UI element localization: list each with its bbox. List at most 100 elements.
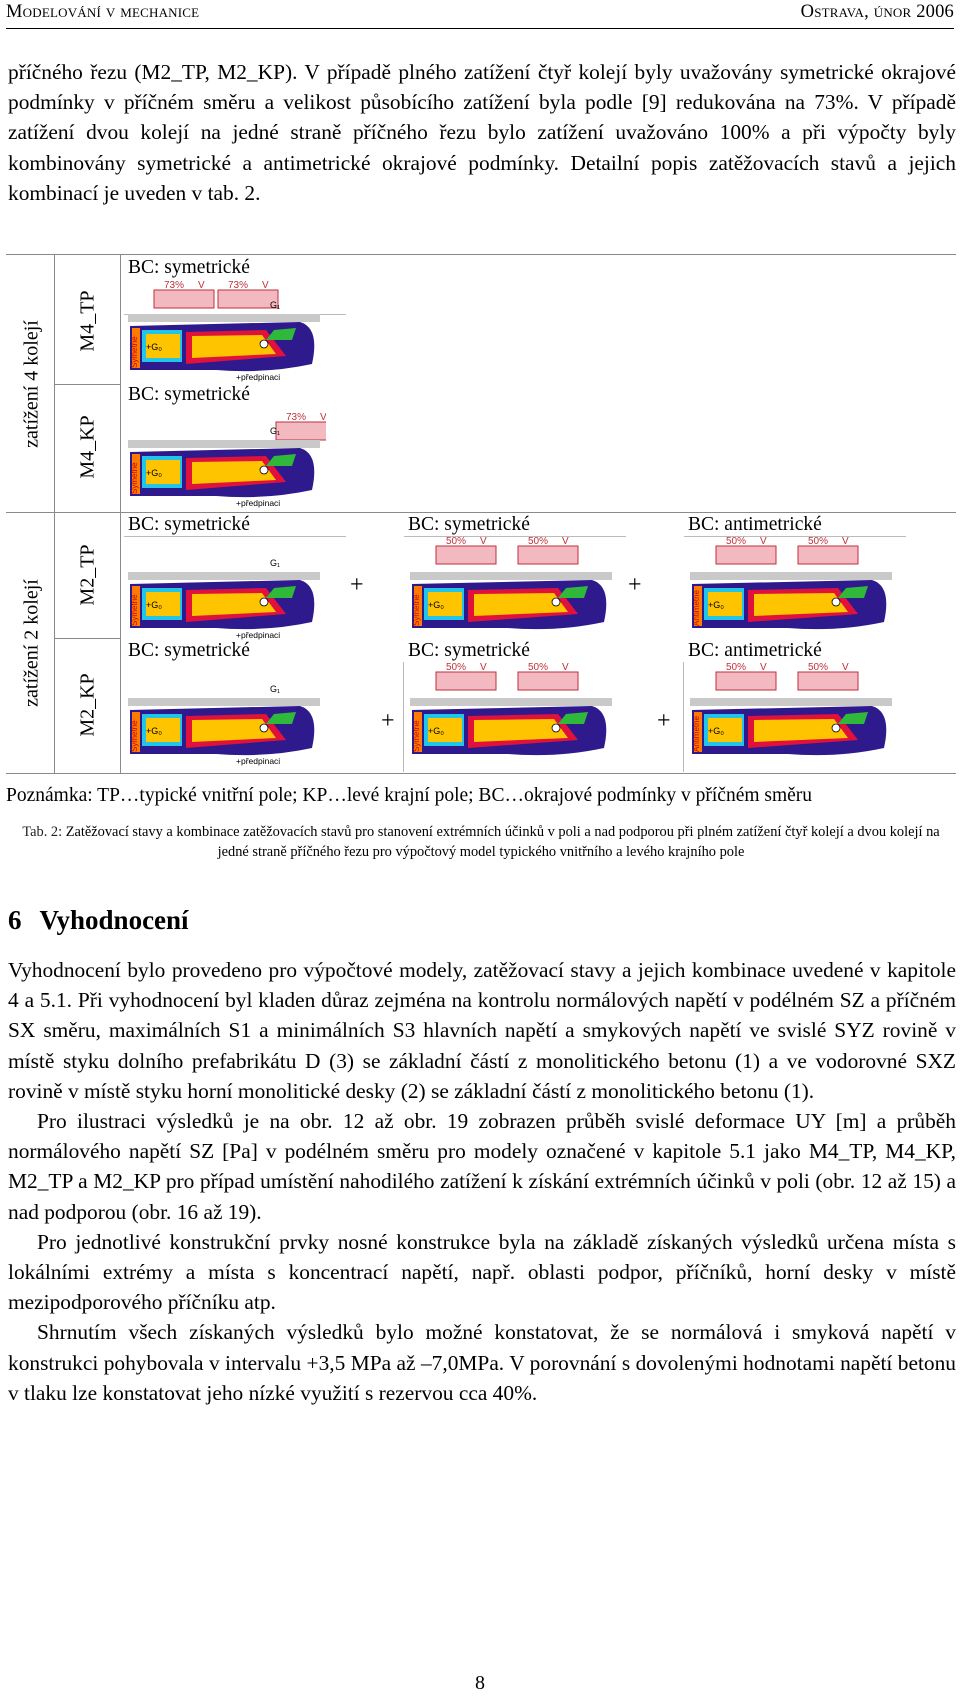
svg-text:+předpinaci: +předpinaci bbox=[236, 372, 280, 382]
svg-text:50%: 50% bbox=[726, 536, 746, 547]
load-cases-table: zatížení 4 kolejí zatížení 2 kolejí M4_T… bbox=[6, 254, 956, 774]
svg-text:+předpinaci: +předpinaci bbox=[236, 756, 280, 766]
svg-text:73%: 73% bbox=[228, 280, 248, 291]
cell-underline bbox=[684, 536, 906, 537]
svg-text:73%: 73% bbox=[286, 412, 306, 423]
svg-text:+G₀: +G₀ bbox=[146, 342, 162, 352]
svg-text:50%: 50% bbox=[808, 536, 828, 547]
svg-text:V: V bbox=[562, 536, 569, 547]
svg-text:+G₀: +G₀ bbox=[428, 600, 444, 610]
plus-sign: + bbox=[381, 708, 395, 734]
svg-text:V: V bbox=[320, 412, 326, 423]
section-heading: 6 Vyhodnocení bbox=[8, 905, 189, 936]
row-label-m4-tp: M4_TP bbox=[76, 290, 99, 352]
svg-text:V: V bbox=[842, 662, 849, 673]
group-label-2-tracks: zatížení 2 kolejí bbox=[20, 579, 43, 707]
svg-text:G₁: G₁ bbox=[270, 684, 280, 694]
intro-text: příčného řezu (M2_TP, M2_KP). V případě … bbox=[8, 60, 956, 205]
svg-text:V: V bbox=[760, 536, 767, 547]
svg-text:V: V bbox=[842, 536, 849, 547]
header-right: Ostrava, únor 2006 bbox=[800, 2, 954, 22]
svg-text:+G₀: +G₀ bbox=[146, 600, 162, 610]
bc-label: BC: antimetrické bbox=[688, 640, 822, 661]
table-bottom-rule bbox=[6, 773, 956, 774]
svg-text:50%: 50% bbox=[808, 662, 828, 673]
plus-sign: + bbox=[350, 572, 364, 598]
svg-text:+předpinaci: +předpinaci bbox=[236, 498, 280, 508]
page-number: 8 bbox=[475, 1672, 485, 1694]
cross-section-figure-m4-kp: 73% V +G₀ Symetrie G₁ +předpinaci bbox=[126, 404, 337, 517]
cell-divider bbox=[683, 662, 684, 772]
svg-text:Symetrie: Symetrie bbox=[130, 594, 139, 626]
bc-label: BC: symetrické bbox=[128, 384, 250, 405]
cross-section-figure-m2-kp-2: 50% V 50% V +G₀ Symetrie bbox=[408, 662, 618, 775]
table-note: Poznámka: TP…typické vnitřní pole; KP…le… bbox=[6, 785, 813, 806]
svg-text:G₁: G₁ bbox=[270, 300, 280, 310]
col-rule-1 bbox=[54, 254, 55, 773]
caption-text: Zatěžovací stavy a kombinace zatěžovacíc… bbox=[65, 824, 940, 860]
svg-text:Antimetrie: Antimetrie bbox=[692, 715, 701, 752]
svg-text:+G₀: +G₀ bbox=[708, 600, 724, 610]
svg-text:Symetrie: Symetrie bbox=[130, 336, 139, 368]
section-paragraph: Shrnutím všech získaných výsledků bylo m… bbox=[8, 1320, 956, 1405]
svg-text:50%: 50% bbox=[446, 536, 466, 547]
table-caption: Tab. 2: Zatěžovací stavy a kombinace zat… bbox=[6, 822, 956, 862]
col-rule-2 bbox=[120, 254, 121, 773]
row-label-m2-tp: M2_TP bbox=[76, 544, 99, 606]
section-paragraph: Pro jednotlivé konstrukční prvky nosné k… bbox=[8, 1229, 956, 1315]
svg-text:+předpinaci: +předpinaci bbox=[236, 630, 280, 640]
header-left: Modelování v mechanice bbox=[6, 2, 200, 22]
row-label-m2-kp: M2_KP bbox=[76, 673, 99, 737]
svg-text:Antimetrie: Antimetrie bbox=[692, 589, 701, 626]
running-header: Modelování v mechanice Ostrava, únor 200… bbox=[6, 0, 954, 29]
svg-text:G₁: G₁ bbox=[270, 426, 280, 436]
cell-underline bbox=[404, 536, 626, 537]
svg-text:+G₀: +G₀ bbox=[428, 726, 444, 736]
caption-label: Tab. 2: bbox=[22, 824, 63, 840]
svg-text:Symetrie: Symetrie bbox=[412, 720, 421, 752]
bc-label: BC: symetrické bbox=[408, 514, 530, 535]
table-group-rule bbox=[6, 512, 956, 513]
group-label-4-tracks: zatížení 4 kolejí bbox=[20, 320, 43, 448]
svg-text:+G₀: +G₀ bbox=[708, 726, 724, 736]
section-paragraph: Pro ilustraci výsledků je na obr. 12 až … bbox=[8, 1109, 956, 1224]
svg-text:V: V bbox=[562, 662, 569, 673]
bc-label: BC: symetrické bbox=[128, 257, 250, 278]
svg-text:+G₀: +G₀ bbox=[146, 468, 162, 478]
cross-section-figure-m2-kp-3: 50% V 50% V +G₀ Antimetrie bbox=[688, 662, 898, 775]
section-title: Vyhodnocení bbox=[39, 905, 189, 935]
cross-section-figure-m2-tp-2: 50% V 50% V +G₀ Symetrie bbox=[408, 536, 618, 649]
svg-text:V: V bbox=[480, 662, 487, 673]
section-paragraph: Vyhodnocení bylo provedeno pro výpočtové… bbox=[8, 958, 956, 1103]
plus-sign: + bbox=[657, 708, 671, 734]
svg-text:V: V bbox=[198, 280, 205, 291]
svg-text:Symetrie: Symetrie bbox=[130, 720, 139, 752]
bc-label: BC: symetrické bbox=[408, 640, 530, 661]
svg-text:Symetrie: Symetrie bbox=[130, 462, 139, 494]
intro-paragraph: příčného řezu (M2_TP, M2_KP). V případě … bbox=[8, 57, 956, 208]
svg-text:50%: 50% bbox=[528, 536, 548, 547]
plus-sign: + bbox=[628, 572, 642, 598]
cross-section-figure-m2-tp-1: +G₀ Symetrie G₁ +předpinaci bbox=[126, 536, 326, 649]
svg-text:+G₀: +G₀ bbox=[146, 726, 162, 736]
svg-text:Symetrie: Symetrie bbox=[412, 594, 421, 626]
svg-text:73%: 73% bbox=[164, 280, 184, 291]
svg-text:V: V bbox=[480, 536, 487, 547]
section-body: Vyhodnocení bylo provedeno pro výpočtové… bbox=[8, 955, 956, 1408]
cross-section-figure-m2-kp-1: +G₀ Symetrie G₁ +předpinaci bbox=[126, 662, 326, 775]
bc-label: BC: symetrické bbox=[128, 640, 250, 661]
svg-text:G₁: G₁ bbox=[270, 558, 280, 568]
bc-label: BC: antimetrické bbox=[688, 514, 822, 535]
table-top-rule bbox=[6, 254, 956, 255]
row-label-m4-kp: M4_KP bbox=[76, 415, 99, 479]
cell-underline bbox=[124, 536, 346, 537]
row-rule-m2 bbox=[54, 638, 120, 639]
svg-text:50%: 50% bbox=[726, 662, 746, 673]
row-rule-m4 bbox=[54, 384, 120, 385]
svg-text:V: V bbox=[262, 280, 269, 291]
cross-section-figure-m2-tp-3: 50% V 50% V +G₀ Antimetrie bbox=[688, 536, 898, 649]
cross-section-figure-m4-tp: 73% V 73% V +G₀ Symetrie G₁ +předpinaci bbox=[126, 278, 326, 391]
cell-divider bbox=[403, 662, 404, 772]
section-number: 6 bbox=[8, 905, 22, 935]
svg-text:50%: 50% bbox=[528, 662, 548, 673]
